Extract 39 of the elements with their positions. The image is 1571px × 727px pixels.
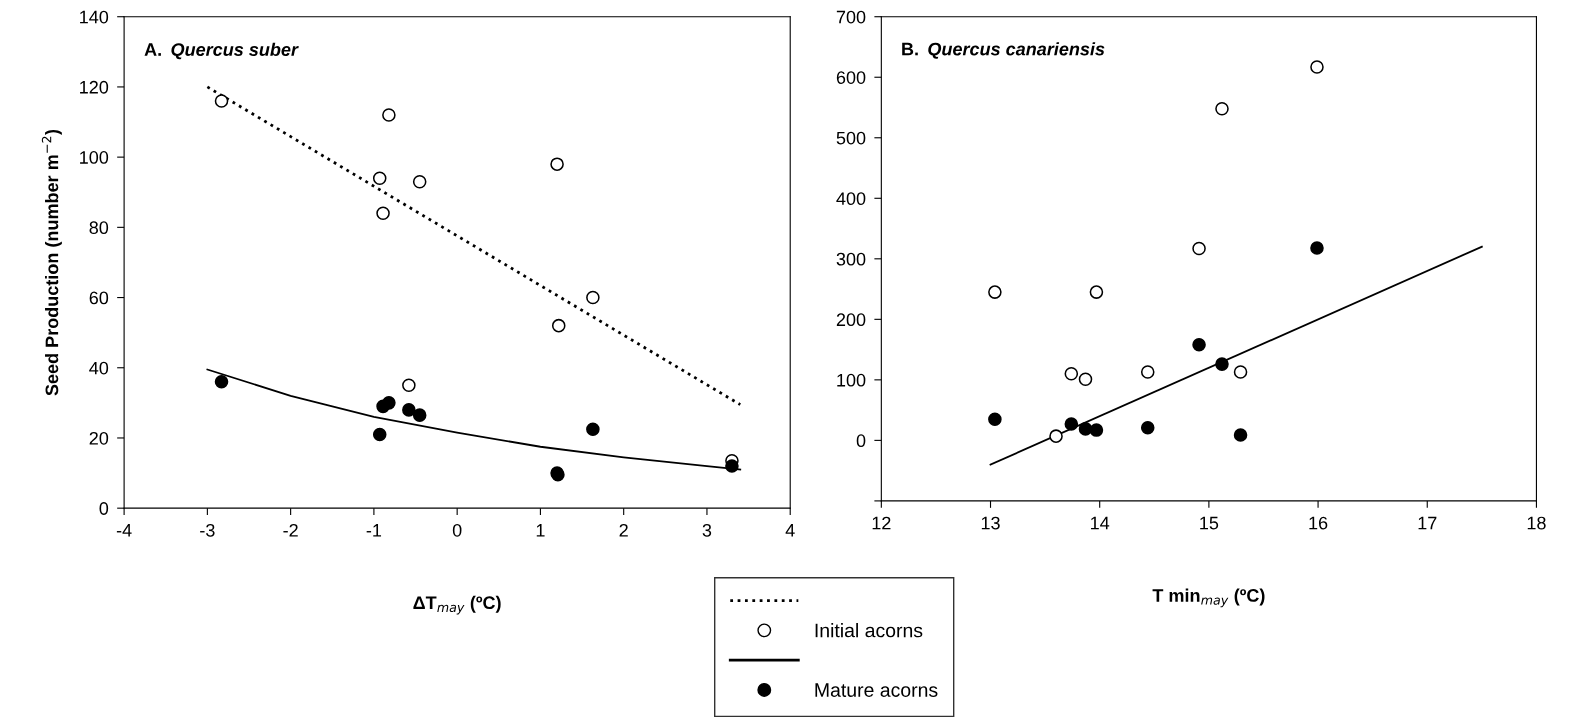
y-tick-label: 0 [99,502,109,515]
y-tick-label: 300 [836,252,866,266]
y-tick-label: 600 [836,71,866,84]
x-axis-title: T min$_{may}$ (ºC) [1152,588,1265,608]
x-tick-label: 0 [452,523,462,537]
x-tick-label: 17 [1418,516,1437,530]
y-tick-label: 140 [80,10,109,24]
y-tick-label: 20 [89,431,109,445]
x-tick-label: 12 [872,516,891,530]
y-tick-label: 700 [836,10,866,24]
y-tick-label: 100 [80,151,109,164]
x-tick-label: 1 [536,524,545,537]
x-tick-label: 4 [785,524,795,537]
legend-label: Initial acorns [815,623,923,638]
x-tick-label: -3 [200,523,215,537]
x-tick-label: 16 [1309,516,1328,530]
x-tick-label: 2 [619,523,628,537]
text: A. Quercus suber [144,42,299,60]
y-tick-label: 0 [856,434,866,448]
x-tick-label: 18 [1527,516,1546,530]
y-tick-label: 100 [837,373,866,387]
y-tick-label: 400 [836,192,866,206]
x-tick-label: -1 [366,524,382,537]
x-tick-label: -4 [116,524,132,537]
y-axis-title: Seed Production (number m$^{−2}$) [41,129,62,396]
legend-label: Mature acorns [815,683,938,697]
x-axis-title: ΔT$_{may}$ (ºC) [413,595,501,615]
text: B. Quercus canariensis [902,42,1105,59]
y-tick-label: 200 [836,313,866,327]
y-tick-label: 40 [89,361,109,375]
x-tick-label: 3 [702,523,712,537]
x-tick-label: -2 [283,523,298,537]
y-tick-label: 120 [80,80,109,94]
x-tick-label: 13 [981,516,1000,530]
y-tick-label: 80 [89,221,109,235]
x-tick-label: 14 [1091,516,1110,530]
x-tick-label: 15 [1200,516,1219,530]
y-tick-label: 60 [89,291,109,305]
y-tick-label: 500 [836,131,866,145]
